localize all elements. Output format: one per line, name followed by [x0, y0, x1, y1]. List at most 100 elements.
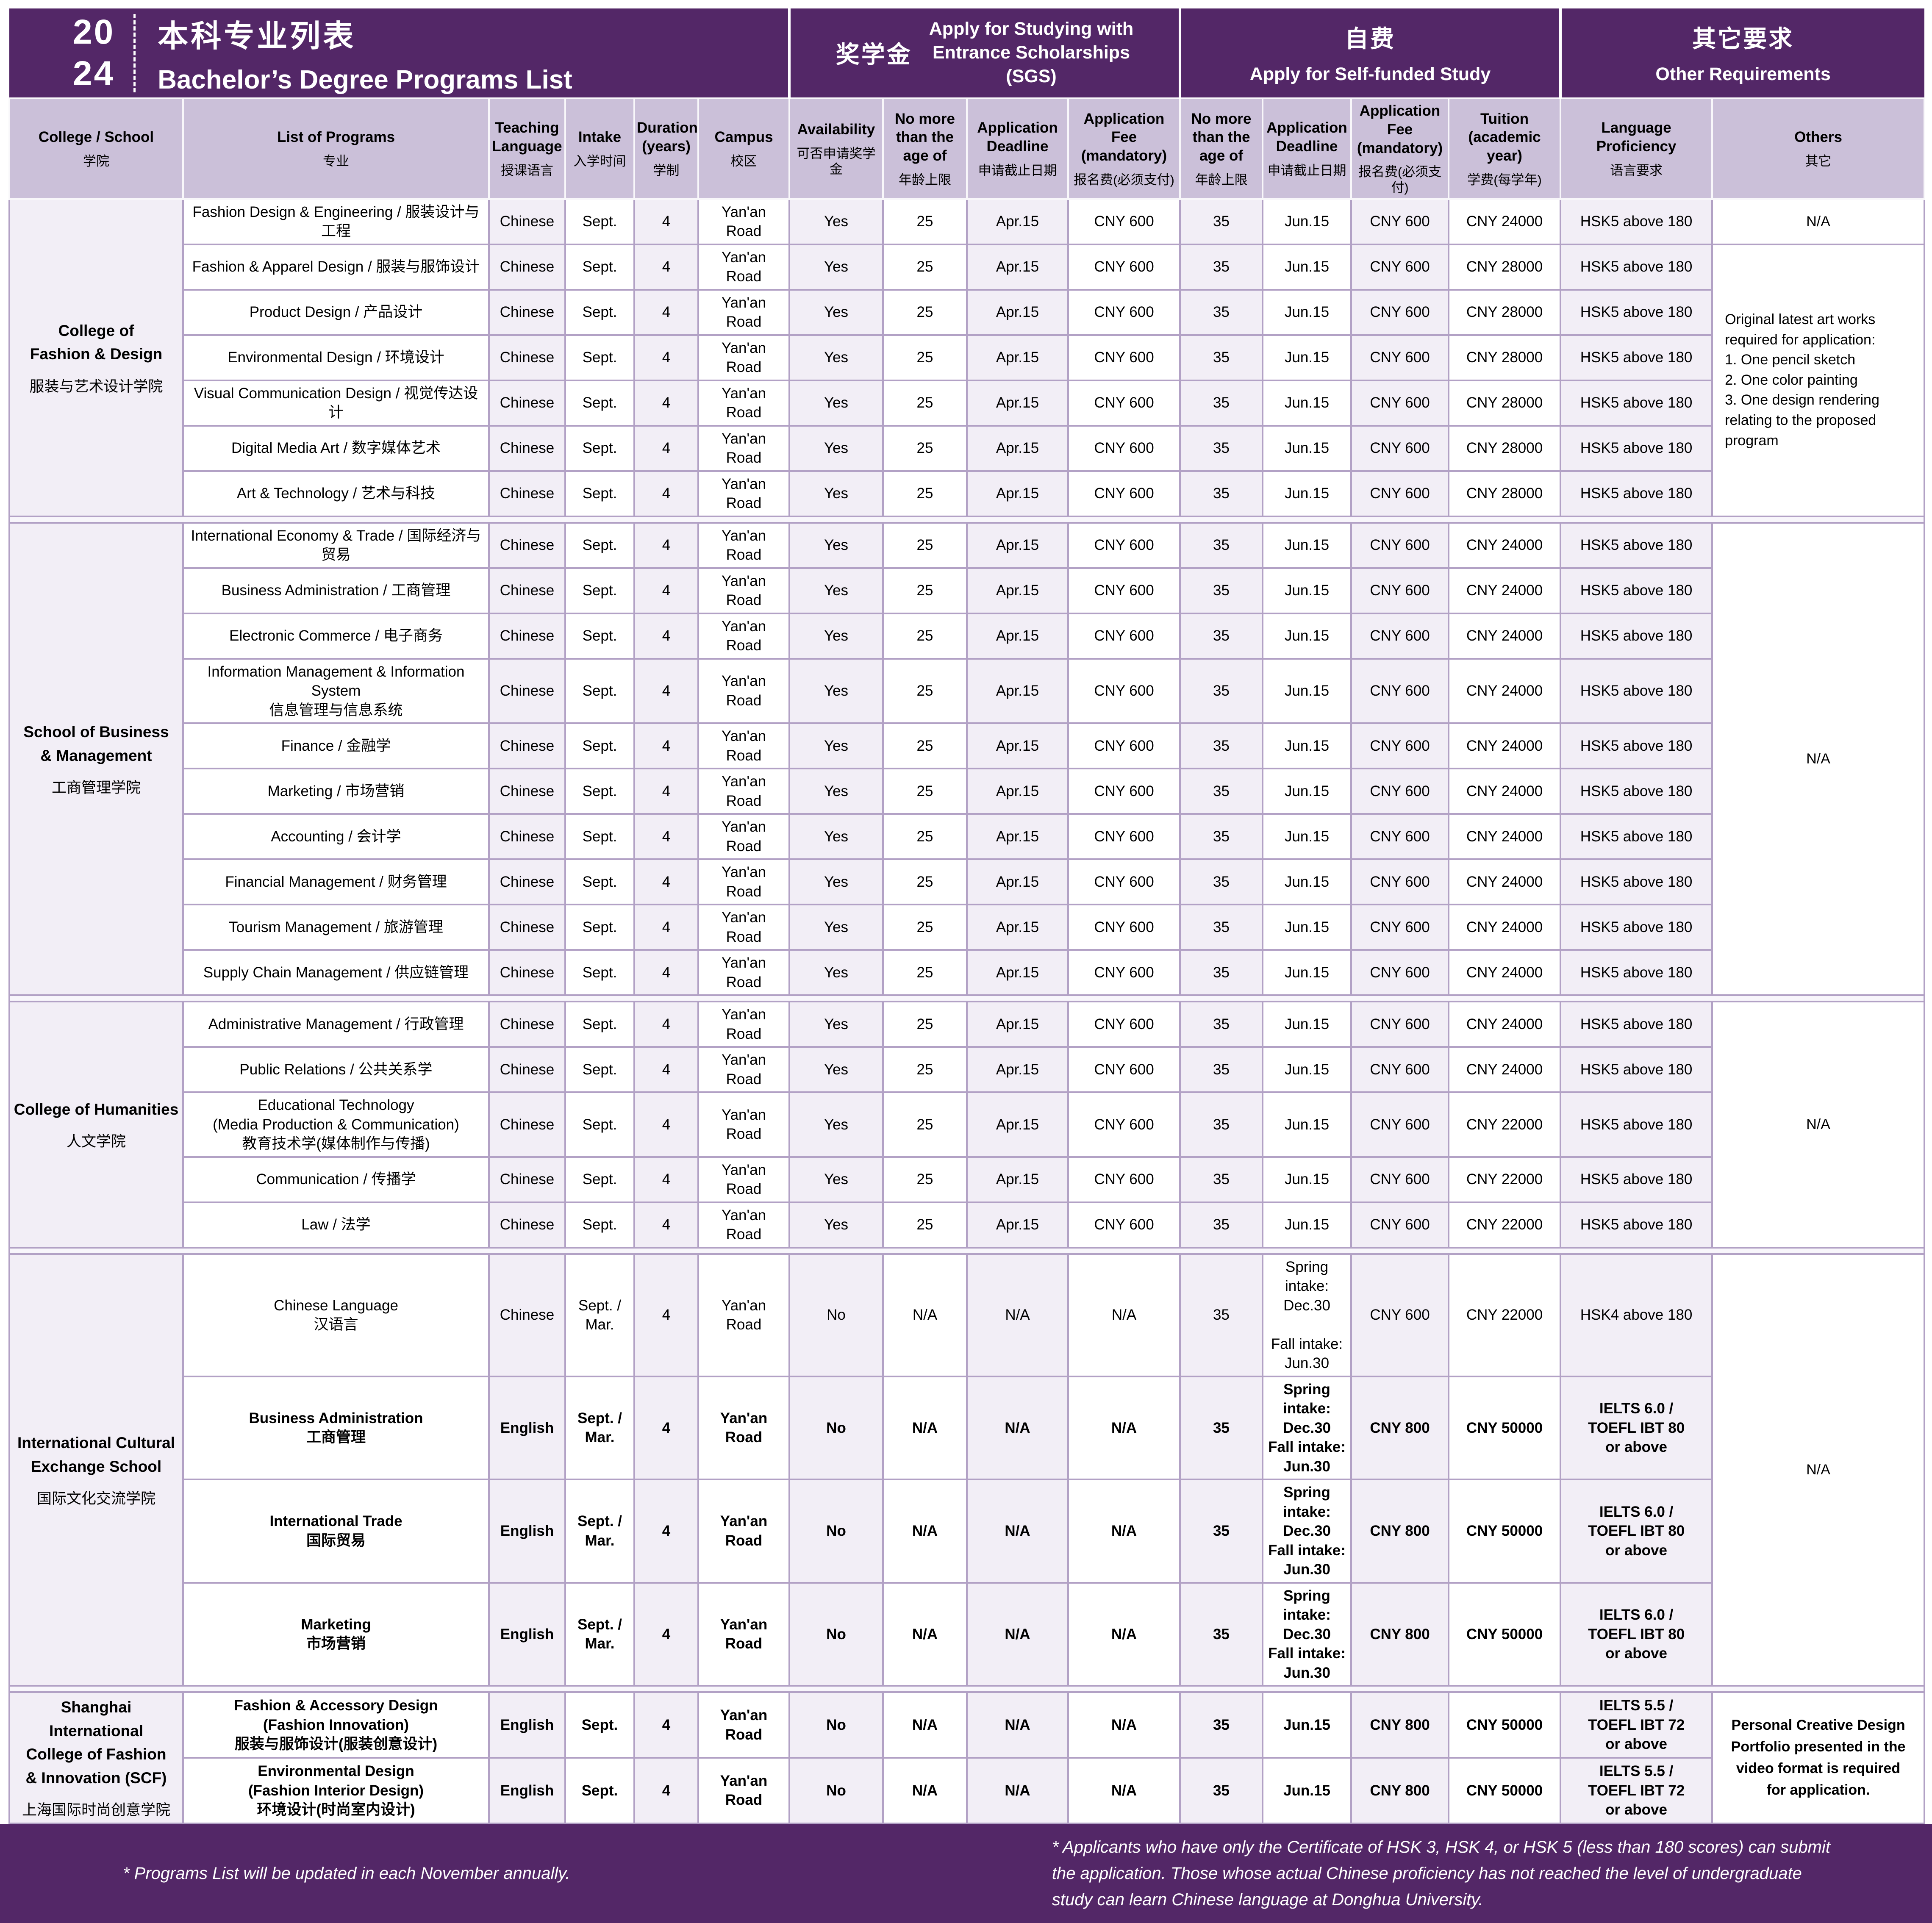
cell-duration: 4 [633, 1001, 699, 1048]
program-row: Communication / 传播学 Chinese Sept. 4 Yan'an R… [9, 1156, 1924, 1203]
cell-availability: No [788, 1375, 884, 1481]
program-row: College of Fashion & Design 服装与艺术设计学院 Fash… [8, 198, 1926, 517]
cell-self-fee: CNY 800 [1350, 1479, 1450, 1584]
cell-self-age: 35 [1179, 1091, 1264, 1158]
cell-self-fee: CNY 600 [1350, 858, 1450, 906]
cell-self-fee: CNY 800 [1350, 1757, 1450, 1824]
college-name-en: School of Business & Management [23, 723, 169, 764]
cell-sgs-deadline: Apr.15 [966, 289, 1069, 336]
cell-availability: No [788, 1253, 884, 1377]
college-cell: Shanghai International College of Fashio… [8, 1691, 184, 1824]
cell-duration: 4 [633, 567, 699, 614]
cell-sgs-age: N/A [882, 1757, 968, 1824]
cell-self-age: 35 [1179, 379, 1264, 427]
program-row: Digital Media Art / 数字媒体艺术 Chinese Sept. 4 Y… [9, 425, 1924, 472]
cell-self-deadline: Jun.15 [1262, 379, 1352, 427]
cell-self-fee: CNY 600 [1350, 198, 1450, 245]
cell-language: HSK4 above 180 [1560, 1253, 1713, 1377]
cell-language: HSK5 above 180 [1560, 768, 1713, 815]
cell-campus: Yan'an Road [697, 1091, 790, 1158]
cell-tuition: CNY 28000 [1448, 334, 1562, 381]
program-row: School of Business & Management 工商管理学院 Int… [8, 522, 1926, 996]
cell-campus: Yan'an Road [697, 1156, 790, 1203]
cell-sgs-age: 25 [882, 1001, 968, 1048]
cell-teaching: Chinese [488, 243, 566, 291]
program-row: Law / 法学 Chinese Sept. 4 Yan'an Road Yes 25 Apr… [9, 1201, 1924, 1249]
cell-self-fee: CNY 600 [1350, 768, 1450, 815]
col-header-availability: Availability 可否申请奖学金 [788, 97, 884, 200]
cell-duration: 4 [633, 1091, 699, 1158]
cell-campus: Yan'an Road [697, 567, 790, 614]
program-row: International Cultural Exchange School 国际… [8, 1253, 1926, 1687]
program-row: Shanghai International College of Fashio… [8, 1691, 1926, 1824]
cell-self-deadline: Jun.15 [1262, 1091, 1352, 1158]
program-row: Business Administration / 工商管理 Chinese Sep… [9, 567, 1924, 614]
cell-sgs-deadline: Apr.15 [966, 722, 1069, 770]
cell-tuition: CNY 24000 [1448, 858, 1562, 906]
col-header-self-fee: Application Fee (mandatory) 报名费(必须支付) [1350, 97, 1450, 200]
cell-self-fee: CNY 600 [1350, 470, 1450, 517]
cell-campus: Yan'an Road [697, 1757, 790, 1824]
cell-language: HSK5 above 180 [1560, 1156, 1713, 1203]
cell-teaching: Chinese [488, 612, 566, 660]
cell-tuition: CNY 24000 [1448, 768, 1562, 815]
college-block-separator [8, 1685, 1926, 1693]
cell-duration: 4 [633, 949, 699, 996]
cell-sgs-age: 25 [882, 722, 968, 770]
cell-self-age: 35 [1179, 1001, 1264, 1048]
cell-program: Business Administration / 工商管理 [182, 567, 490, 614]
cell-intake: Sept. [564, 1001, 635, 1048]
cell-others: N/A [1711, 1001, 1926, 1249]
cell-self-deadline: Jun.15 [1262, 522, 1352, 569]
cell-program: Information Management & Information Sys… [182, 658, 490, 724]
cell-language: HSK5 above 180 [1560, 289, 1713, 336]
cell-intake: Sept. [564, 425, 635, 472]
cell-duration: 4 [633, 243, 699, 291]
program-row: Information Management & Information Sys… [9, 658, 1924, 724]
cell-program: Communication / 传播学 [182, 1156, 490, 1203]
cell-campus: Yan'an Road [697, 1253, 790, 1377]
cell-duration: 4 [633, 379, 699, 427]
cell-sgs-fee: CNY 600 [1067, 722, 1181, 770]
cell-availability: Yes [788, 1001, 884, 1048]
cell-duration: 4 [633, 612, 699, 660]
cell-tuition: CNY 24000 [1448, 567, 1562, 614]
cell-tuition: CNY 50000 [1448, 1479, 1562, 1584]
cell-sgs-deadline: Apr.15 [966, 198, 1069, 245]
cell-program: Chinese Language 汉语言 [182, 1253, 490, 1377]
cell-self-deadline: Jun.15 [1262, 768, 1352, 815]
cell-sgs-deadline: Apr.15 [966, 768, 1069, 815]
cell-availability: Yes [788, 522, 884, 569]
cell-self-age: 35 [1179, 1691, 1264, 1759]
cell-teaching: Chinese [488, 1201, 566, 1249]
cell-sgs-age: N/A [882, 1253, 968, 1377]
program-row: Electronic Commerce / 电子商务 Chinese Sept. 4 Y… [9, 612, 1924, 660]
cell-sgs-deadline: Apr.15 [966, 243, 1069, 291]
program-row: Fashion & Apparel Design / 服装与服饰设计 Chines… [9, 243, 1926, 517]
cell-others: Original latest art works required for a… [1711, 243, 1926, 517]
cell-duration: 4 [633, 1046, 699, 1093]
cell-program: Marketing / 市场营销 [182, 768, 490, 815]
cell-availability: Yes [788, 243, 884, 291]
cell-self-deadline: Jun.15 [1262, 1046, 1352, 1093]
college-cell: International Cultural Exchange School 国际… [8, 1253, 184, 1687]
cell-language: HSK5 above 180 [1560, 904, 1713, 951]
cell-sgs-deadline: N/A [966, 1757, 1069, 1824]
cell-tuition: CNY 28000 [1448, 379, 1562, 427]
cell-availability: Yes [788, 1201, 884, 1249]
cell-intake: Sept. [564, 612, 635, 660]
year-label: 20 24 [73, 12, 115, 93]
cell-sgs-age: 25 [882, 1201, 968, 1249]
cell-language: IELTS 6.0 / TOEFL IBT 80 or above [1560, 1375, 1713, 1481]
cell-self-age: 35 [1179, 1253, 1264, 1377]
cell-availability: Yes [788, 470, 884, 517]
cell-intake: Sept. [564, 722, 635, 770]
cell-others: Personal Creative Design Portfolio prese… [1711, 1691, 1926, 1824]
cell-campus: Yan'an Road [697, 1375, 790, 1481]
cell-campus: Yan'an Road [697, 379, 790, 427]
col-header-sgs-deadline: Application Deadline 申请截止日期 [966, 97, 1069, 200]
cell-self-deadline: Jun.15 [1262, 858, 1352, 906]
college-block-separator [8, 994, 1926, 1003]
program-row: Marketing 市场营销 English Sept. / Mar. 4 Yan'an… [9, 1582, 1924, 1687]
cell-tuition: CNY 50000 [1448, 1582, 1562, 1687]
